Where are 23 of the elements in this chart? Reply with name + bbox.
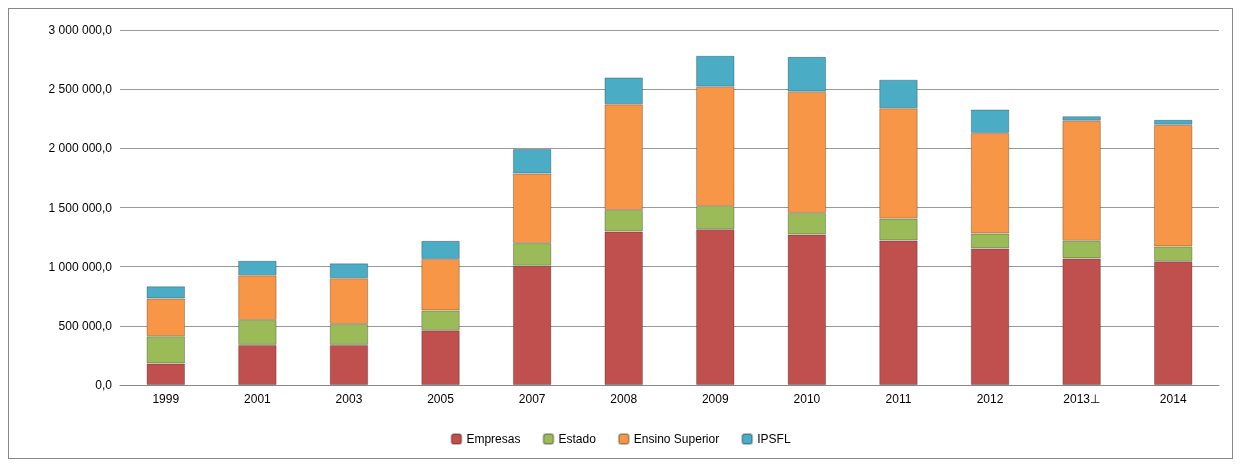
y-tick-label: 500 000,0 [58,318,113,333]
x-tick-label: 2014 [1159,392,1187,406]
x-tick-label: 2013⊥ [1063,392,1100,406]
x-tick-label: 2009 [701,392,729,406]
x-tick-label: 1999 [152,392,180,406]
x-tick-label: 2001 [244,392,272,406]
y-tick-label: 3 000 000,0 [48,23,113,37]
x-tick-label: 2007 [518,392,546,406]
legend-label: Empresas [466,432,521,446]
legend-label: Ensino Superior [633,432,720,446]
x-tick-label: 2011 [885,392,912,406]
legend-label: Estado [558,432,597,446]
y-tick-label: 1 500 000,0 [48,200,113,215]
legend-label: IPSFL [757,432,791,446]
y-tick-label: 0,0 [95,378,113,392]
x-tick-label: 2003 [335,392,363,406]
y-tick-label: 2 500 000,0 [48,82,113,97]
y-tick-label: 1 000 000,0 [48,259,113,274]
x-tick-label: 2010 [793,392,821,406]
x-tick-label: 2008 [610,392,638,406]
x-tick-label: 2005 [427,392,455,406]
x-tick-label: 2012 [976,392,1004,406]
y-tick-label: 2 000 000,0 [48,141,113,156]
